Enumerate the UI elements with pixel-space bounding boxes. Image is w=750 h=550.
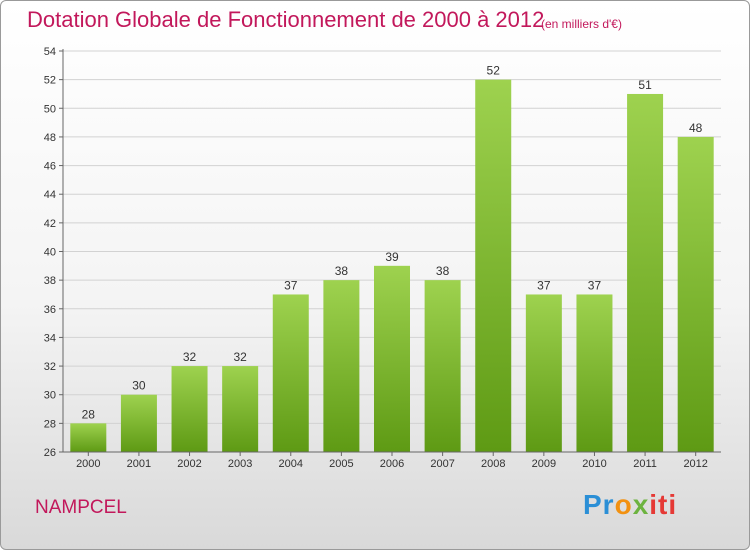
- chart-title: Dotation Globale de Fonctionnement de 20…: [27, 7, 545, 32]
- y-tick-label: 40: [44, 247, 56, 259]
- y-tick-label: 32: [44, 361, 56, 373]
- y-tick-label: 38: [44, 275, 56, 287]
- data-label: 37: [284, 278, 298, 292]
- y-tick-label: 46: [44, 161, 56, 173]
- logo-part: Pr: [583, 489, 615, 520]
- bar-2008: [475, 79, 512, 453]
- x-tick-label: 2011: [633, 458, 657, 470]
- y-tick-label: 26: [44, 447, 56, 459]
- y-tick-label: 50: [44, 103, 56, 115]
- logo-part: o: [614, 489, 633, 520]
- x-tick-label: 2000: [76, 458, 100, 470]
- y-tick-label: 28: [44, 418, 56, 430]
- data-label: 28: [82, 407, 96, 421]
- x-tick-label: 2012: [683, 458, 707, 470]
- x-tick-label: 2007: [430, 458, 454, 470]
- data-label: 52: [487, 64, 501, 78]
- x-tick-label: 2005: [329, 458, 353, 470]
- bar-2011: [627, 93, 664, 452]
- bar-2007: [424, 280, 461, 452]
- bar-2010: [576, 294, 613, 452]
- y-tick-label: 34: [44, 332, 56, 344]
- data-label: 32: [183, 350, 197, 364]
- y-tick-label: 54: [44, 46, 56, 58]
- bar-2000: [70, 423, 107, 452]
- data-label: 51: [638, 78, 652, 92]
- x-tick-label: 2009: [532, 458, 556, 470]
- bar-2012: [677, 136, 714, 452]
- data-label: 48: [689, 121, 703, 135]
- data-label: 37: [537, 278, 551, 292]
- data-label: 30: [132, 379, 146, 393]
- data-label: 39: [385, 250, 399, 264]
- x-tick-label: 2006: [380, 458, 404, 470]
- logo-part: x: [632, 489, 650, 520]
- y-tick-label: 30: [44, 390, 56, 402]
- x-tick-label: 2001: [127, 458, 151, 470]
- logo-part: iti: [649, 489, 678, 520]
- commune-name: NAMPCEL: [35, 497, 127, 518]
- y-tick-label: 36: [44, 304, 56, 316]
- x-tick-label: 2002: [177, 458, 201, 470]
- bar-2002: [171, 366, 208, 452]
- x-tick-label: 2010: [582, 458, 606, 470]
- bar-2001: [120, 394, 157, 452]
- y-tick-label: 52: [44, 75, 56, 87]
- y-tick-label: 44: [44, 189, 56, 201]
- y-tick-label: 42: [44, 218, 56, 230]
- bar-2006: [374, 265, 410, 452]
- data-label: 38: [436, 264, 450, 278]
- chart-subtitle: (en milliers d'€): [541, 17, 622, 31]
- data-label: 32: [233, 350, 247, 364]
- data-label: 38: [335, 264, 349, 278]
- y-tick-label: 48: [44, 132, 56, 144]
- bar-2004: [272, 294, 309, 452]
- proxiti-logo[interactable]: Proxiti: [583, 489, 677, 521]
- bar-2009: [525, 294, 562, 452]
- data-label: 37: [588, 278, 602, 292]
- x-tick-label: 2008: [481, 458, 505, 470]
- bar-2003: [222, 366, 259, 452]
- bar-2005: [323, 280, 360, 452]
- x-tick-label: 2003: [228, 458, 252, 470]
- x-tick-label: 2004: [279, 458, 303, 470]
